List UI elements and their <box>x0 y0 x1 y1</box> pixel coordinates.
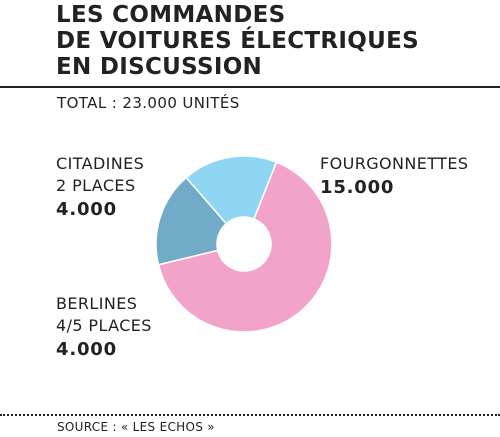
donut-slice-fourgonnettes <box>157 161 333 333</box>
chart-title: LES COMMANDES DE VOITURES ÉLECTRIQUES EN… <box>56 2 419 80</box>
slice-value-fourgonnettes: 15.000 <box>320 177 395 198</box>
source-divider <box>0 414 500 416</box>
slice-value-citadines: 4.000 <box>56 199 117 220</box>
slice-label-berlines-line-2: 4/5 PLACES <box>56 316 152 335</box>
slice-value-berlines: 4.000 <box>56 339 117 360</box>
donut-slice-berlines <box>155 176 228 266</box>
chart-title-line-2: DE VOITURES ÉLECTRIQUES <box>56 28 419 54</box>
total-units-subtitle: TOTAL : 23.000 UNITÉS <box>57 94 240 112</box>
donut-slice-citadines <box>185 155 278 225</box>
chart-title-line-3: EN DISCUSSION <box>56 54 263 80</box>
slice-label-citadines: CITADINES 2 PLACES 4.000 <box>56 153 144 223</box>
slice-label-berlines: BERLINES 4/5 PLACES 4.000 <box>56 293 152 363</box>
chart-title-line-1: LES COMMANDES <box>56 2 286 28</box>
slice-label-citadines-line-2: 2 PLACES <box>56 176 136 195</box>
slice-label-citadines-line-1: CITADINES <box>56 154 145 173</box>
title-divider <box>0 86 500 88</box>
slice-label-berlines-line-1: BERLINES <box>56 294 138 313</box>
slice-label-fourgonnettes-line-1: FOURGONNETTES <box>320 154 469 173</box>
slice-label-fourgonnettes: FOURGONNETTES 15.000 <box>320 153 468 201</box>
source-note: SOURCE : « LES ECHOS » <box>57 420 215 434</box>
